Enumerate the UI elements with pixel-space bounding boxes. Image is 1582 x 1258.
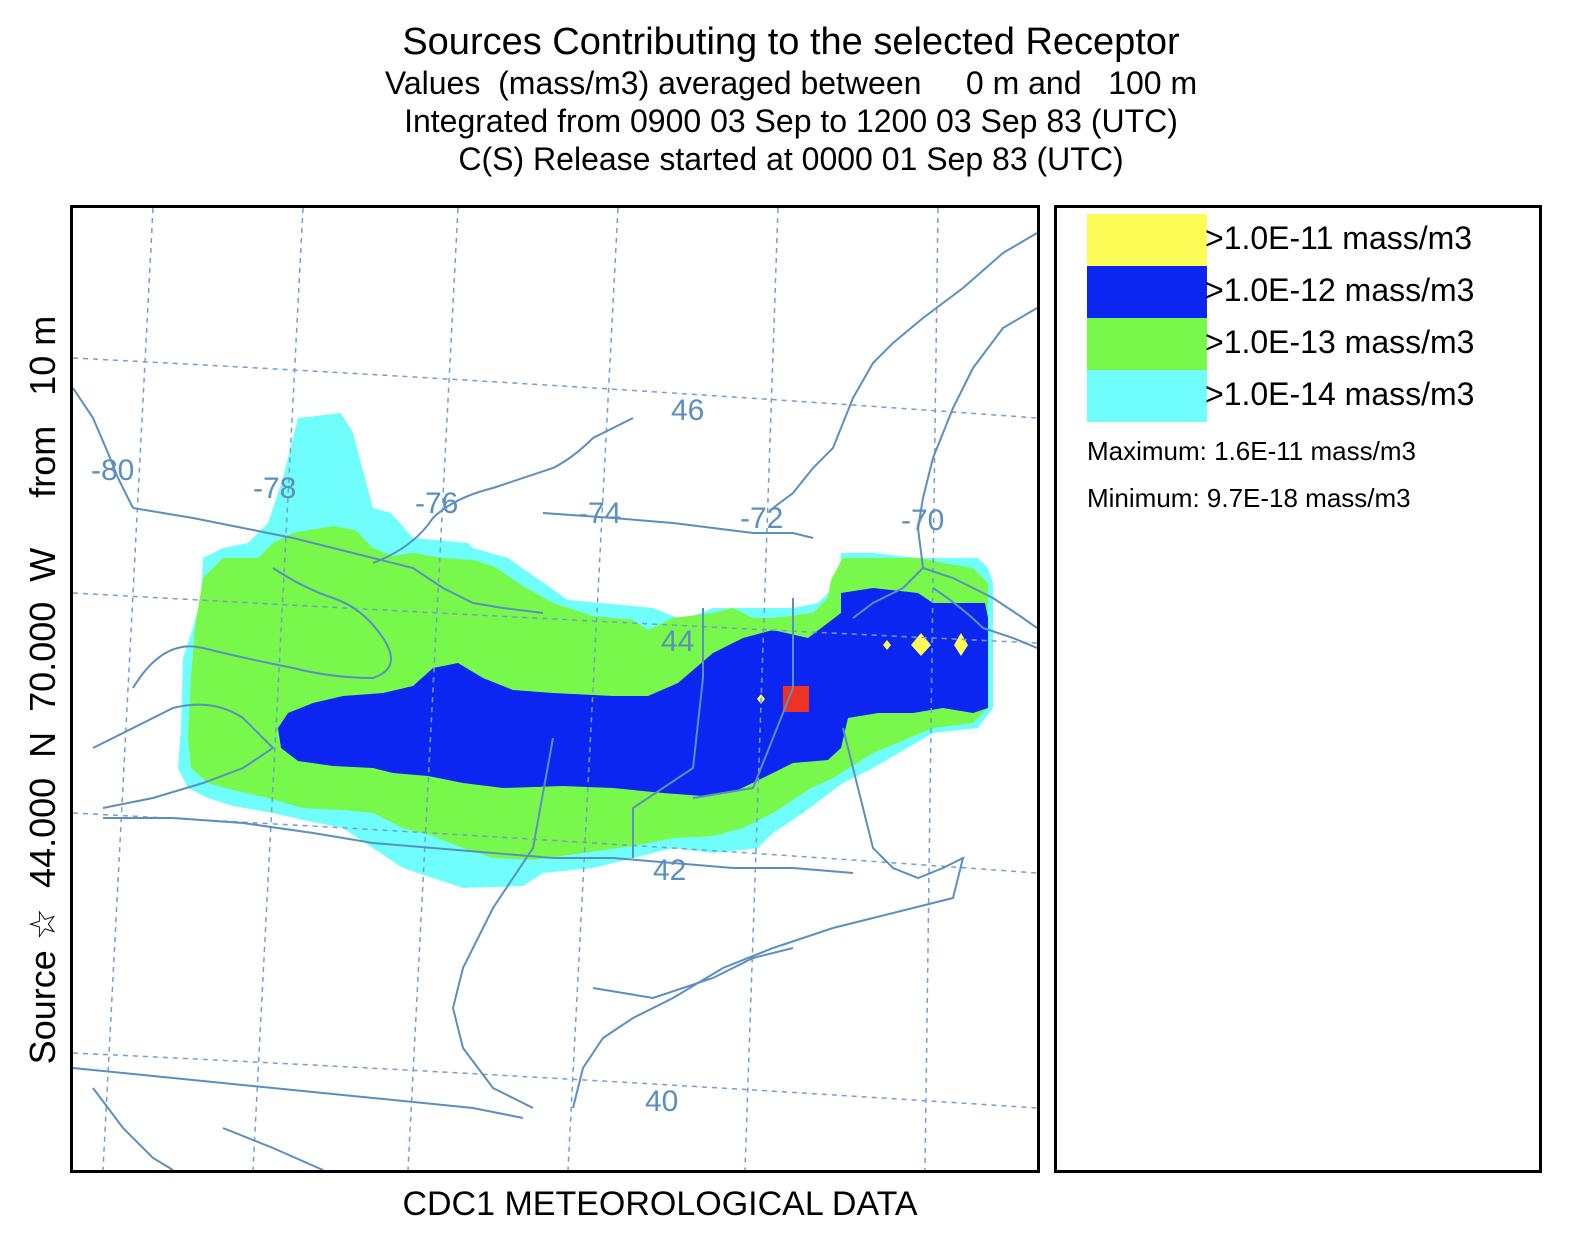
map-panel[interactable]: -80 -78 -76 -74 -72 -70 46 44 42 40 (70, 205, 1040, 1173)
peak-1e-11-a (911, 633, 931, 656)
minimum-value: Minimum: 9.7E-18 mass/m3 (1087, 483, 1411, 513)
legend-swatch-green (1087, 318, 1207, 370)
lat-label: 44 (661, 625, 694, 658)
legend-panel: >1.0E-11 mass/m3 >1.0E-12 mass/m3 >1.0E-… (1054, 205, 1542, 1173)
lon-label: -70 (901, 504, 944, 537)
contour-1e-13 (188, 526, 988, 860)
legend-item: >1.0E-11 mass/m3 (1087, 214, 1527, 266)
title-block: Sources Contributing to the selected Rec… (0, 20, 1582, 178)
map-svg[interactable]: -80 -78 -76 -74 -72 -70 46 44 42 40 (73, 208, 1037, 1170)
legend-swatch-blue (1087, 266, 1207, 318)
legend-item: >1.0E-12 mass/m3 (1087, 266, 1527, 318)
legend-label: >1.0E-11 mass/m3 (1205, 220, 1473, 256)
legend-swatch-yellow (1087, 214, 1207, 266)
peak-1e-11-b (954, 633, 968, 656)
legend-label: >1.0E-13 mass/m3 (1205, 324, 1475, 360)
legend-label: >1.0E-14 mass/m3 (1205, 376, 1475, 412)
lon-label: -74 (578, 497, 621, 530)
plume-contours (178, 413, 993, 888)
lon-label: -76 (415, 487, 458, 520)
lat-label: 42 (653, 854, 686, 887)
legend-item: >1.0E-14 mass/m3 (1087, 370, 1527, 422)
source-location-label: Source ☆ 44.000 N 70.000 W from 10 m (22, 315, 63, 1065)
release-start-text: C(S) Release started at 0000 01 Sep 83 (… (458, 141, 1124, 177)
height-range-text: Values (mass/m3) averaged between 0 m an… (384, 65, 1198, 101)
longitude-labels: -80 -78 -76 -74 -72 -70 (91, 454, 944, 537)
latitude-labels: 46 44 42 40 (645, 394, 704, 1118)
contour-1e-12 (278, 588, 988, 796)
map-title: Sources Contributing to the selected Rec… (402, 21, 1180, 63)
integration-period-text: Integrated from 0900 03 Sep to 1200 03 S… (404, 103, 1178, 139)
legend-item: >1.0E-13 mass/m3 (1087, 318, 1527, 370)
legend-swatch-cyan (1087, 370, 1207, 422)
boundaries (73, 232, 1037, 1170)
lon-label: -78 (253, 472, 296, 505)
meteorological-data-label: CDC1 METEOROLOGICAL DATA (402, 1185, 918, 1223)
peak-1e-11-c (883, 640, 891, 650)
lon-label: -80 (91, 454, 134, 487)
lon-label: -72 (740, 502, 783, 535)
lat-label: 40 (645, 1085, 678, 1118)
legend-label: >1.0E-12 mass/m3 (1205, 272, 1475, 308)
lat-label: 46 (671, 394, 704, 427)
source-receptor-marker (783, 686, 809, 712)
maximum-value: Maximum: 1.6E-11 mass/m3 (1087, 436, 1416, 466)
